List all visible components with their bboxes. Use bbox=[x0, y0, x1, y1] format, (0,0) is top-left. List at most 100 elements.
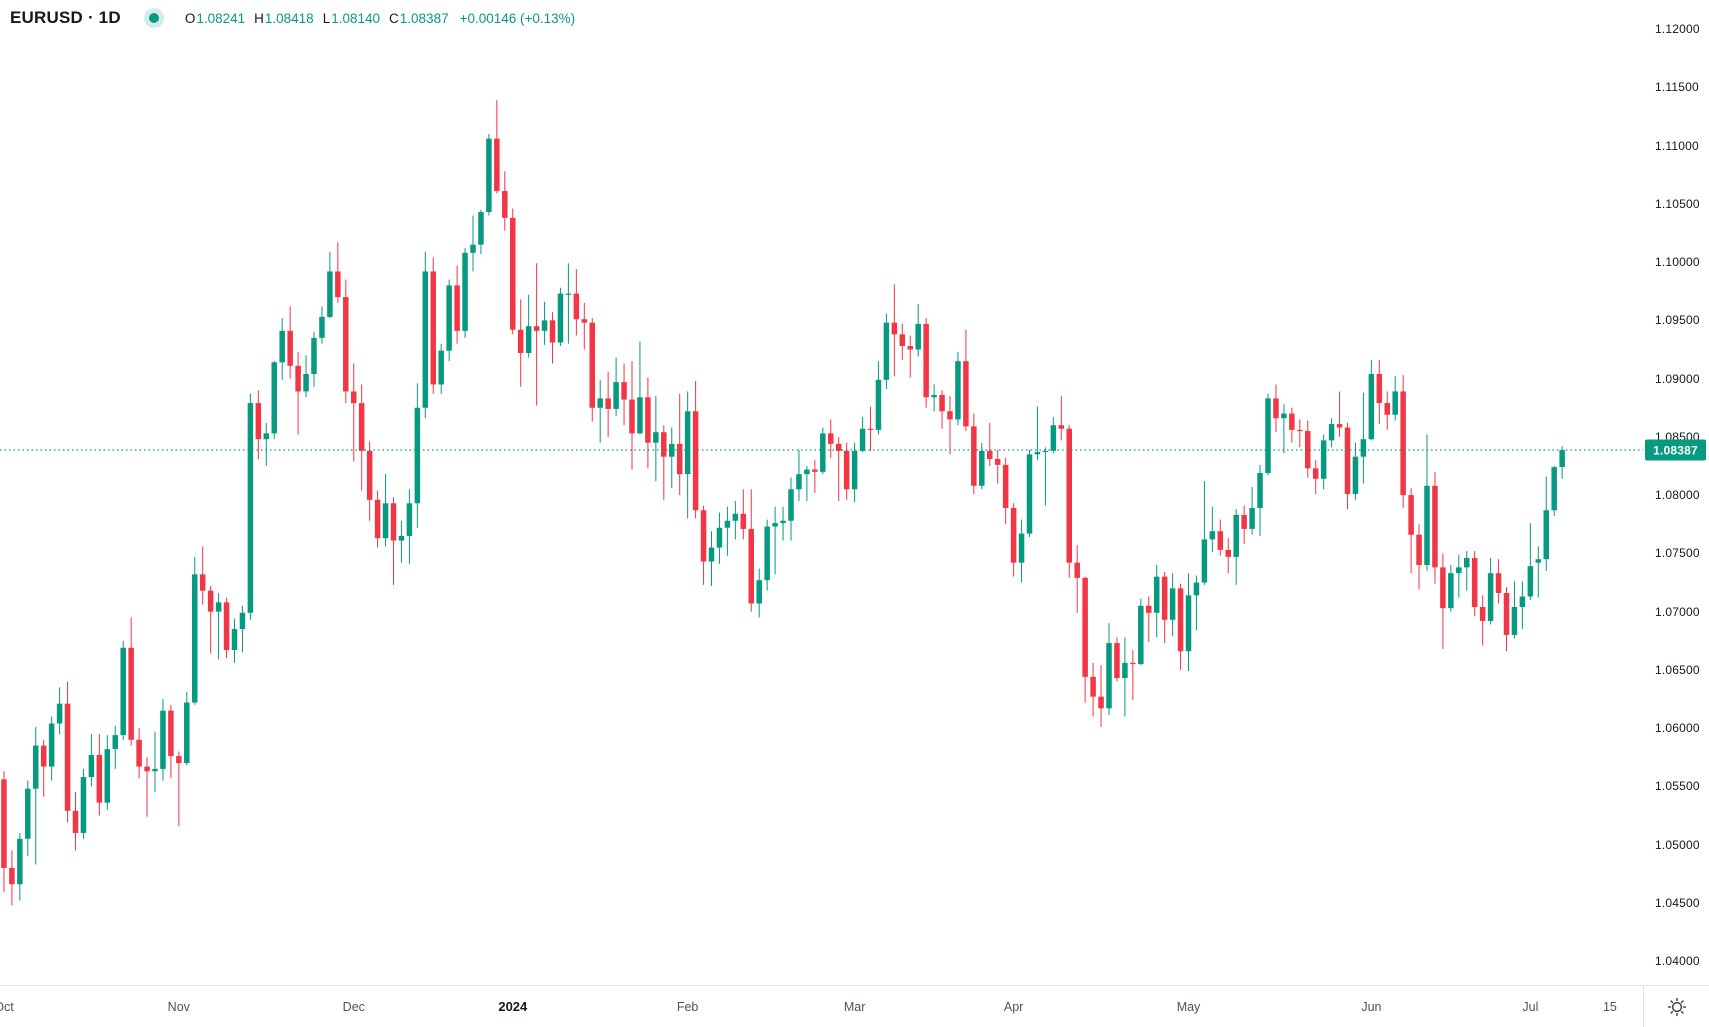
candle[interactable] bbox=[1479, 595, 1486, 646]
candle[interactable] bbox=[883, 313, 890, 390]
candle[interactable] bbox=[1416, 524, 1422, 590]
candle[interactable] bbox=[669, 427, 675, 489]
candle[interactable] bbox=[955, 351, 961, 426]
chart-plot-area[interactable] bbox=[0, 0, 1643, 985]
candle[interactable] bbox=[414, 383, 421, 528]
candle[interactable] bbox=[1487, 558, 1494, 625]
candle[interactable] bbox=[724, 506, 731, 556]
price-axis[interactable]: 1.08387 1.12000 1.11500 1.11000 1.10500 1.10… bbox=[1643, 0, 1709, 985]
candle[interactable] bbox=[247, 393, 254, 620]
candle[interactable] bbox=[1464, 551, 1470, 591]
candle[interactable] bbox=[1400, 375, 1406, 508]
candle[interactable] bbox=[820, 427, 826, 475]
candle[interactable] bbox=[994, 449, 1001, 484]
candle[interactable] bbox=[907, 335, 914, 378]
candle[interactable] bbox=[152, 731, 158, 793]
candle[interactable] bbox=[271, 361, 278, 440]
candles-canvas[interactable] bbox=[0, 0, 1643, 985]
candle[interactable] bbox=[851, 442, 858, 503]
candle[interactable] bbox=[589, 318, 596, 422]
candle[interactable] bbox=[295, 351, 301, 435]
candle[interactable] bbox=[621, 363, 627, 426]
candle[interactable] bbox=[684, 391, 691, 519]
candle[interactable] bbox=[1320, 434, 1327, 490]
candle[interactable] bbox=[358, 384, 365, 491]
candle[interactable] bbox=[120, 640, 126, 740]
candle[interactable] bbox=[287, 306, 293, 379]
candle[interactable] bbox=[255, 390, 262, 460]
candle[interactable] bbox=[859, 417, 866, 453]
candle[interactable] bbox=[979, 442, 985, 490]
candle[interactable] bbox=[1130, 650, 1136, 701]
candle[interactable] bbox=[136, 728, 142, 779]
candle[interactable] bbox=[1408, 488, 1414, 574]
candle[interactable] bbox=[661, 425, 667, 500]
candle[interactable] bbox=[1106, 623, 1112, 716]
candle[interactable] bbox=[1185, 573, 1192, 672]
candle[interactable] bbox=[1559, 446, 1565, 479]
candle[interactable] bbox=[1551, 466, 1557, 517]
candle[interactable] bbox=[708, 531, 715, 586]
candle[interactable] bbox=[1225, 538, 1232, 574]
candle[interactable] bbox=[1519, 581, 1526, 630]
candle[interactable] bbox=[502, 171, 508, 231]
candle[interactable] bbox=[629, 361, 635, 470]
candle[interactable] bbox=[382, 474, 389, 547]
candle[interactable] bbox=[406, 489, 413, 564]
candle[interactable] bbox=[772, 506, 778, 575]
candle[interactable] bbox=[1002, 457, 1009, 525]
candle[interactable] bbox=[1233, 509, 1239, 585]
candle[interactable] bbox=[1289, 407, 1295, 443]
candle[interactable] bbox=[1026, 449, 1033, 538]
candle[interactable] bbox=[1440, 553, 1446, 649]
candle[interactable] bbox=[1312, 460, 1319, 494]
candle[interactable] bbox=[144, 757, 150, 817]
candle[interactable] bbox=[9, 850, 15, 906]
candle[interactable] bbox=[1138, 598, 1144, 666]
candle[interactable] bbox=[199, 546, 206, 605]
candle[interactable] bbox=[1177, 583, 1184, 670]
candle[interactable] bbox=[605, 371, 611, 437]
candle[interactable] bbox=[573, 269, 580, 336]
candle[interactable] bbox=[1042, 447, 1049, 506]
candle[interactable] bbox=[1209, 506, 1216, 553]
candle[interactable] bbox=[311, 332, 317, 387]
candle[interactable] bbox=[1257, 464, 1263, 536]
candle[interactable] bbox=[1527, 523, 1534, 600]
candle[interactable] bbox=[1543, 476, 1550, 571]
candle[interactable] bbox=[1368, 359, 1375, 441]
candle[interactable] bbox=[168, 704, 174, 779]
candle[interactable] bbox=[1432, 471, 1438, 584]
candle[interactable] bbox=[319, 306, 325, 344]
candle[interactable] bbox=[470, 215, 476, 272]
interval-label[interactable]: 1D bbox=[98, 8, 121, 27]
candle[interactable] bbox=[1376, 359, 1383, 425]
candle[interactable] bbox=[1392, 376, 1398, 421]
candle[interactable] bbox=[637, 341, 643, 435]
candle[interactable] bbox=[390, 497, 397, 585]
candle[interactable] bbox=[517, 299, 524, 387]
candle[interactable] bbox=[366, 441, 373, 521]
candle[interactable] bbox=[430, 257, 437, 394]
candle[interactable] bbox=[1352, 442, 1359, 500]
candle[interactable] bbox=[88, 733, 95, 787]
candle[interactable] bbox=[25, 780, 31, 857]
candle[interactable] bbox=[454, 265, 460, 344]
candle[interactable] bbox=[1217, 519, 1224, 556]
candle[interactable] bbox=[1265, 393, 1271, 476]
candle[interactable] bbox=[128, 617, 134, 746]
candle[interactable] bbox=[263, 422, 270, 466]
candle[interactable] bbox=[1201, 481, 1208, 585]
candle[interactable] bbox=[963, 329, 969, 432]
candle[interactable] bbox=[462, 248, 468, 338]
candle[interactable] bbox=[176, 751, 182, 826]
candle[interactable] bbox=[478, 209, 484, 254]
candle[interactable] bbox=[486, 133, 492, 216]
candle[interactable] bbox=[1090, 662, 1096, 717]
candle[interactable] bbox=[541, 301, 548, 345]
candle[interactable] bbox=[533, 263, 540, 406]
candle[interactable] bbox=[1535, 546, 1542, 598]
candle[interactable] bbox=[796, 449, 802, 501]
candle[interactable] bbox=[788, 477, 794, 541]
symbol-legend[interactable]: EURUSD · 1D O 1.08241 H 1.08418 L 1.08140 C… bbox=[10, 7, 575, 29]
